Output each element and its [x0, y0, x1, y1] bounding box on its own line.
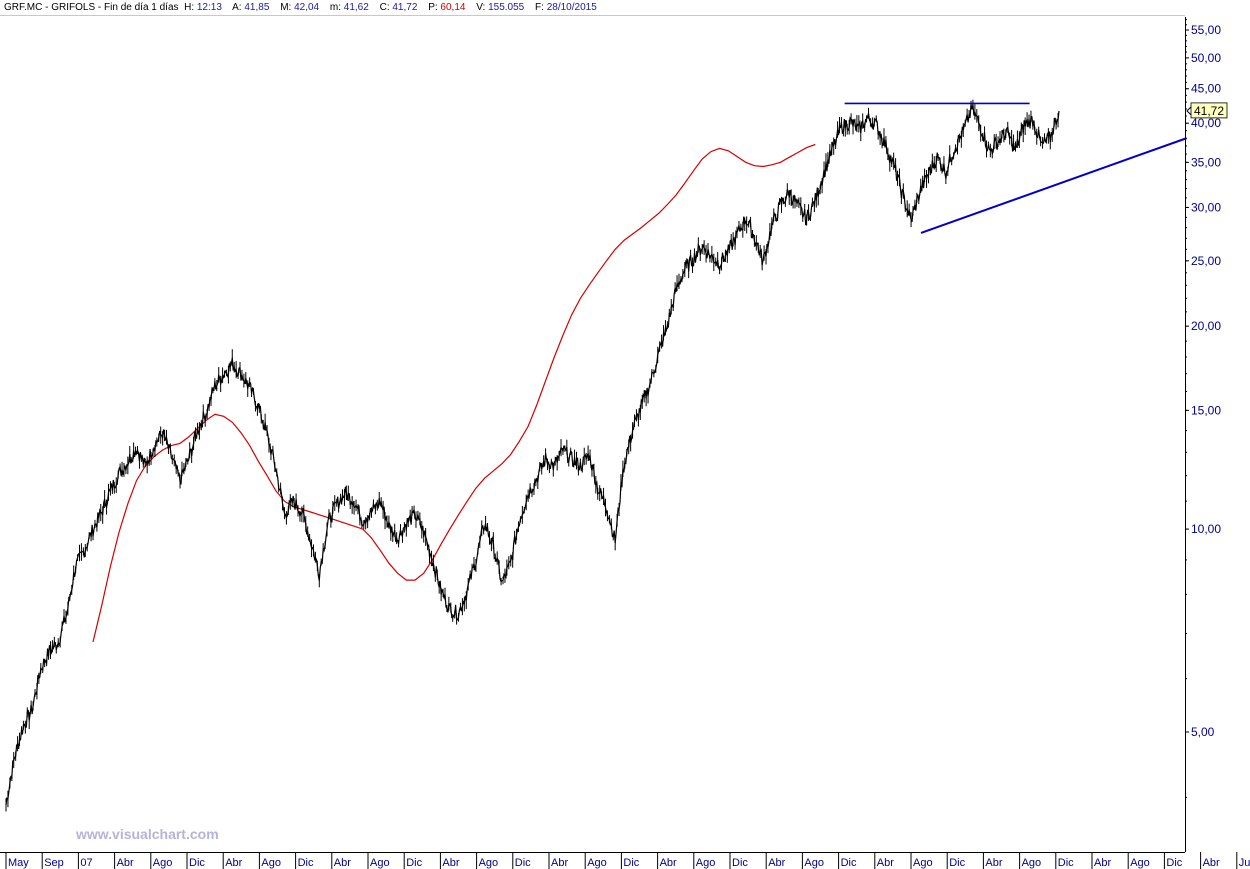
y-tick-label: 35,00: [1191, 155, 1221, 169]
symbol: GRF.MC: [4, 2, 43, 13]
field-value: 41,72: [392, 2, 418, 13]
trendlines-group: [844, 102, 1187, 234]
x-tick-label: Abr: [225, 857, 242, 869]
y-tick-label: 5,00: [1191, 725, 1215, 739]
x-tick-label: Abr: [442, 857, 459, 869]
x-tick-label: Abr: [117, 857, 134, 869]
field-key: F:: [535, 2, 544, 13]
x-tick-label: Dic: [841, 857, 857, 869]
last-price-arrow: [1186, 106, 1192, 116]
plot-area: [0, 17, 1185, 852]
x-tick-label: Ago: [696, 857, 716, 869]
x-tick-label: Jul: [1239, 857, 1250, 869]
last-price-marker: 41,72: [1186, 102, 1228, 119]
x-tick-label: Dic: [623, 857, 639, 869]
last-price-label-bg: [1190, 102, 1228, 119]
x-tick-label: Ago: [261, 857, 281, 869]
field-value: 12:13: [196, 2, 222, 13]
x-tick-label: May: [8, 857, 29, 869]
y-tick-label: 20,00: [1191, 319, 1221, 333]
y-tick-label: 15,00: [1191, 403, 1221, 417]
y-tick-label: 40,00: [1191, 116, 1221, 130]
x-tick-label: Dic: [949, 857, 965, 869]
last-price-label: 41,72: [1194, 104, 1224, 118]
x-tick-label: Abr: [1094, 857, 1111, 869]
x-tick-label: 07: [80, 857, 92, 869]
y-tick-label: 10,00: [1191, 522, 1221, 536]
x-tick-label: Dic: [515, 857, 531, 869]
x-tick-label: Dic: [1058, 857, 1074, 869]
x-axis: May Sep 07 Abr Ago Dic Abr Ago Dic Abr Ago Dic Abr Ag…: [5, 852, 1250, 869]
y-axis: 55,00 50,00 45,00 40,00 35,00 30,00 25,00 20,00…: [1185, 19, 1221, 798]
field-key: H:: [184, 2, 195, 13]
watermark: www.visualchart.com: [76, 826, 219, 842]
field-value: 155.055: [488, 2, 525, 13]
field-value: 60,14: [440, 2, 466, 13]
y-tick-label: 50,00: [1191, 51, 1221, 65]
x-tick-label: Ago: [913, 857, 933, 869]
period: Fin de día 1 días: [104, 2, 179, 13]
x-tick-label: Ago: [1130, 857, 1150, 869]
field-value: 28/10/2015: [546, 2, 597, 13]
field-key: m:: [329, 2, 341, 13]
moving-average-group: [92, 143, 816, 643]
x-tick-label: Ago: [1022, 857, 1042, 869]
x-tick-label: Dic: [732, 857, 748, 869]
field-key: A:: [232, 2, 242, 13]
x-tick-label: Ago: [153, 857, 173, 869]
x-tick-label: Abr: [660, 857, 677, 869]
x-tick-label: Abr: [1203, 857, 1220, 869]
field-key: C:: [379, 2, 390, 13]
moving-average-line: [92, 143, 816, 643]
x-tick-label: Dic: [189, 857, 205, 869]
support-line: [920, 137, 1187, 234]
x-tick-label: Abr: [334, 857, 351, 869]
y-tick-label: 25,00: [1191, 254, 1221, 268]
x-tick-label: Abr: [877, 857, 894, 869]
y-tick-label: 30,00: [1191, 200, 1221, 214]
y-tick-label: 45,00: [1191, 82, 1221, 96]
x-tick-label: Abr: [985, 857, 1002, 869]
x-tick-label: Abr: [551, 857, 568, 869]
chart-header: GRF.MC - GRIFOLS - Fin de día 1 días H: …: [0, 0, 1185, 16]
x-tick-label: Ago: [804, 857, 824, 869]
x-tick-label: Abr: [768, 857, 785, 869]
x-tick-label: Sep: [44, 857, 64, 869]
x-tick-label: Ago: [479, 857, 499, 869]
y-tick-label: 55,00: [1191, 23, 1221, 37]
field-key: V:: [476, 2, 486, 13]
x-tick-label: Dic: [1166, 857, 1182, 869]
field-key: P:: [428, 2, 438, 13]
field-value: 41,85: [244, 2, 270, 13]
price-series-group: [5, 99, 1060, 812]
company-name: GRIFOLS: [51, 2, 96, 13]
x-tick-label: Ago: [587, 857, 607, 869]
field-value: 41,62: [343, 2, 369, 13]
field-value: 42,04: [294, 2, 320, 13]
x-tick-label: Ago: [370, 857, 390, 869]
field-key: M:: [280, 2, 292, 13]
x-tick-label: Dic: [406, 857, 422, 869]
x-tick-label: Dic: [298, 857, 314, 869]
